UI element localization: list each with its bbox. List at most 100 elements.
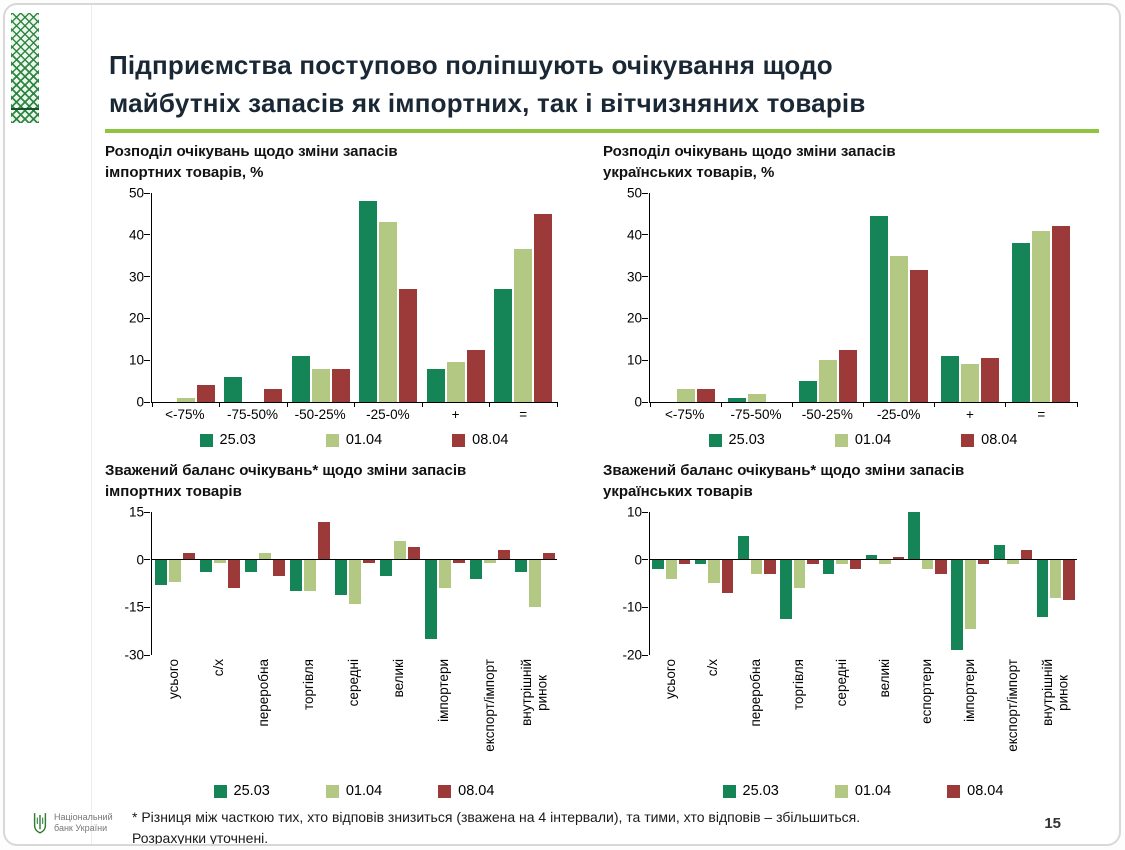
bar-08.04-= xyxy=(534,213,553,402)
chart-title: Зважений баланс очікувань* щодо зміни за… xyxy=(105,462,467,500)
y-tick-label: -30 xyxy=(124,647,144,663)
x-tick-mark xyxy=(556,402,558,407)
x-category-label: <-75% xyxy=(664,407,705,422)
legend-swatch xyxy=(213,784,227,798)
bar-01.04-усього xyxy=(168,559,181,582)
zero-axis-line xyxy=(650,558,1077,561)
x-category-cell: еспортери xyxy=(906,659,949,777)
bar-08.04-експорт/імпорт xyxy=(1020,550,1033,560)
bar-01.04-переробна xyxy=(258,553,271,560)
x-axis-labels: <-75% -75-50% -50-25% -25-0% + = xyxy=(649,407,1077,422)
x-category-label: експорт/імпорт xyxy=(1005,659,1021,752)
x-axis-labels: <-75% -75-50% -50-25% -25-0% + = xyxy=(151,407,557,422)
bar-08.04-торгівля xyxy=(807,559,819,565)
legend-swatch xyxy=(722,784,736,798)
bar-08.04-усього xyxy=(182,553,195,560)
x-category-label: імпортери xyxy=(436,659,452,722)
y-tick-label: 0 xyxy=(634,394,642,410)
x-category-cell: + xyxy=(934,407,1005,422)
x-tick-mark xyxy=(421,402,423,407)
legend-item-25.03: 25.03 xyxy=(722,783,779,799)
legend-item-08.04: 08.04 xyxy=(961,432,1017,448)
bar-01.04-= xyxy=(1032,230,1051,402)
bar-01.04-торгівля xyxy=(793,559,806,589)
y-tick-mark xyxy=(144,192,150,194)
y-tick-label: 15 xyxy=(128,504,144,520)
x-category-cell: <-75% xyxy=(151,407,219,422)
bar-01.04-с/х xyxy=(213,559,226,563)
x-category-label: -50-25% xyxy=(801,407,853,422)
x-tick-mark xyxy=(934,402,936,407)
bar-25.03-= xyxy=(1012,243,1031,402)
legend-label: 01.04 xyxy=(854,783,892,799)
bar-08.04-+ xyxy=(981,358,1000,402)
legend-swatch xyxy=(834,433,848,447)
legend-label: 25.03 xyxy=(219,432,256,448)
y-tick-mark xyxy=(144,606,150,608)
bar-08.04-переробна xyxy=(272,559,285,576)
y-tick-mark xyxy=(642,234,648,236)
bar-25.03-імпортери xyxy=(951,559,963,651)
x-category-cell: -50-25% xyxy=(286,407,354,422)
nbu-logo-icon xyxy=(33,813,47,834)
bar-25.03-торгівля xyxy=(289,559,302,592)
y-tick-mark xyxy=(144,654,150,656)
bar-25.03-с/х xyxy=(199,559,212,573)
x-category-label: торгівля xyxy=(301,659,317,711)
y-tick-label: 0 xyxy=(136,552,144,568)
x-category-label: -25-0% xyxy=(876,407,921,422)
legend-swatch xyxy=(961,433,975,447)
x-category-cell: торгівля xyxy=(777,659,820,777)
x-category-cell: внутрішній ринок xyxy=(512,659,557,777)
plot-wrap: 0 10 20 30 40 50 <-75% -75-50% -50-25% -25-0% + = … xyxy=(129,186,558,448)
legend-item-01.04: 01.04 xyxy=(834,432,891,448)
legend-item-08.04: 08.04 xyxy=(438,783,494,799)
x-category-label: великі xyxy=(391,659,407,698)
x-category-cell: -25-0% xyxy=(354,407,422,422)
y-tick-label: 0 xyxy=(136,394,144,410)
legend-label: 25.03 xyxy=(728,432,765,448)
x-category-cell: с/х xyxy=(196,659,241,777)
x-category-cell: великі xyxy=(377,659,422,777)
y-tick-mark xyxy=(642,401,648,403)
bar-01.04-великі xyxy=(879,559,891,565)
title-underline xyxy=(105,129,1099,133)
x-tick-mark xyxy=(1076,402,1078,407)
x-category-cell: -50-25% xyxy=(792,407,863,422)
y-tick-mark xyxy=(642,606,648,608)
x-category-label: внутрішній ринок xyxy=(1040,659,1071,726)
x-category-cell: середні xyxy=(331,659,376,777)
bar-25.03-с/х xyxy=(694,559,707,565)
legend-label: 01.04 xyxy=(345,783,383,799)
bar-01.04--25-0% xyxy=(379,222,398,402)
y-tick-label: 40 xyxy=(128,227,144,243)
legend-label: 08.04 xyxy=(458,783,495,799)
bar-25.03-+ xyxy=(426,368,445,402)
x-category-label: + xyxy=(966,407,974,422)
y-tick-label: -15 xyxy=(124,599,144,615)
bar-25.03-середні xyxy=(823,559,835,574)
y-tick-mark xyxy=(642,276,648,278)
x-category-label: + xyxy=(451,407,460,422)
bar-01.04--75-50% xyxy=(747,393,766,402)
bar-01.04--25-0% xyxy=(890,255,909,402)
chart-title: Розподіл очікувань щодо зміни запасів ім… xyxy=(105,143,398,181)
x-category-label: -75-50% xyxy=(730,407,782,422)
x-tick-mark xyxy=(720,402,722,407)
bar-08.04-середні xyxy=(849,559,862,570)
bar-08.04-середні xyxy=(362,559,375,563)
bar-01.04-= xyxy=(514,249,533,402)
x-category-label: -75-50% xyxy=(226,407,279,422)
x-tick-mark xyxy=(354,402,355,407)
x-category-cell: усього xyxy=(649,659,692,777)
bar-01.04-великі xyxy=(393,540,406,560)
x-category-cell: -75-50% xyxy=(219,407,287,422)
bar-25.03-внутрішній-ринок xyxy=(514,559,527,573)
y-tick-label: -10 xyxy=(622,599,642,615)
x-category-cell: = xyxy=(1006,407,1077,422)
bar-25.03--50-25% xyxy=(291,356,310,402)
y-tick-mark xyxy=(144,317,150,319)
x-category-cell: експорт/імпорт xyxy=(991,659,1034,777)
footnote: * Різниця між часткою тих, хто відповів … xyxy=(132,809,861,846)
bar-08.04--25-0% xyxy=(910,270,929,402)
